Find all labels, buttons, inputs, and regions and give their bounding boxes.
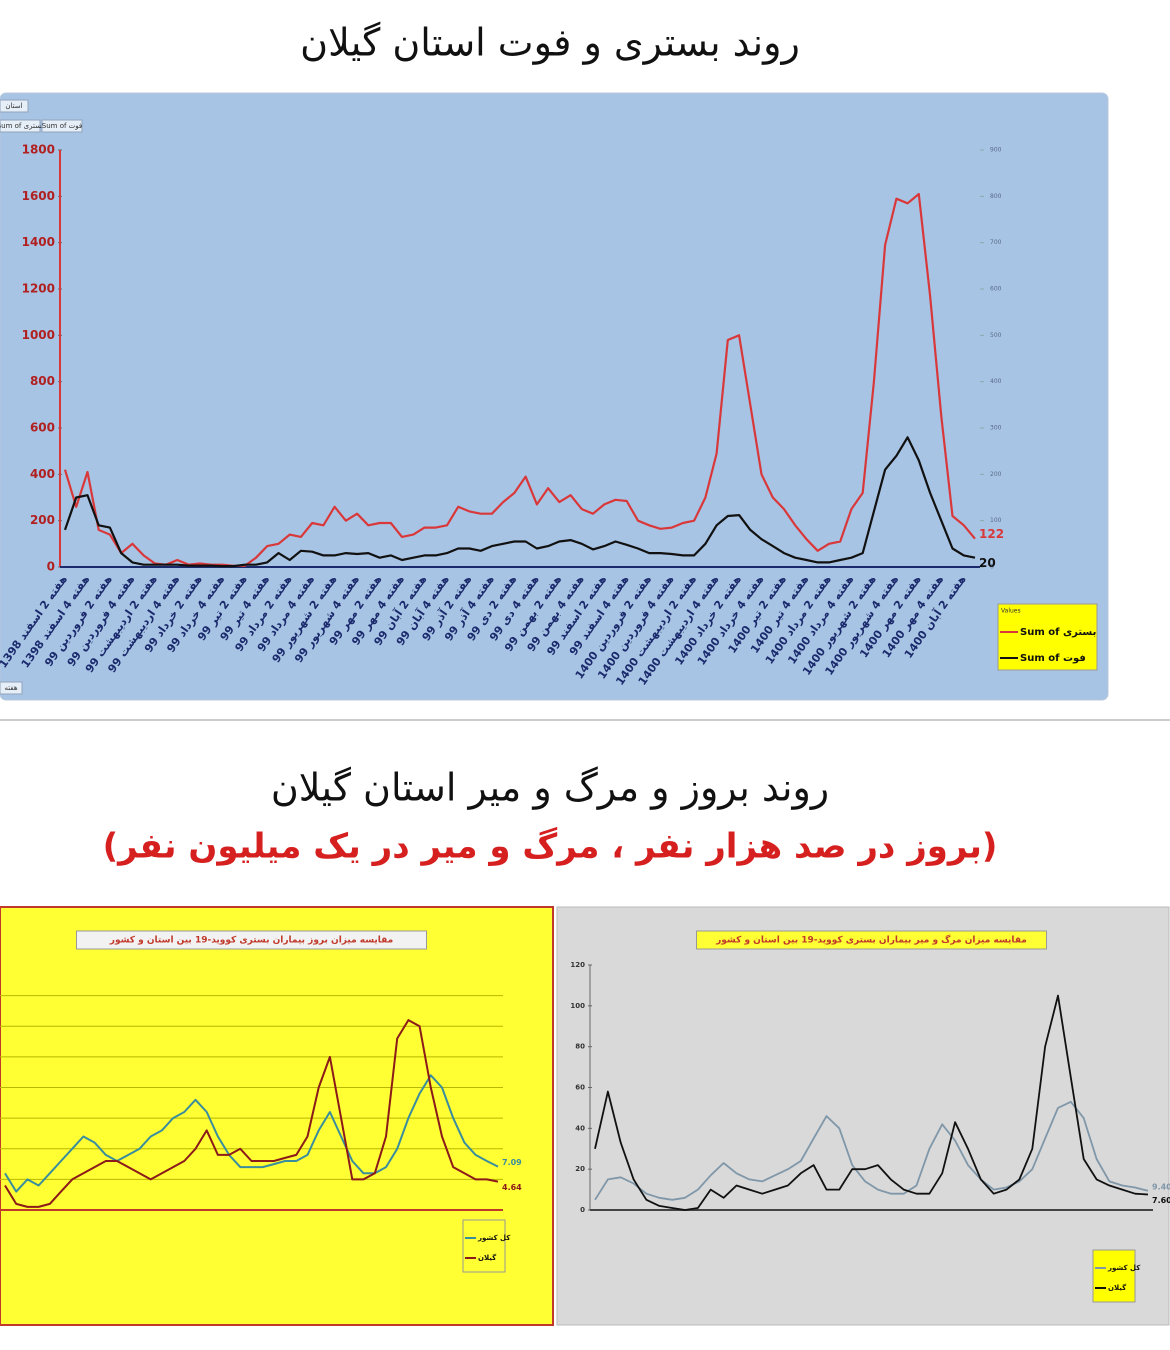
y-tick-label: 40 [575, 1124, 585, 1132]
pivot-filter: استان [5, 102, 22, 110]
data-label: 7.60 [1152, 1196, 1170, 1205]
y-tick-label: 100 [570, 1002, 585, 1010]
pivot-axis: هفته [4, 684, 17, 692]
y2-tick-label: 100 [990, 517, 1002, 524]
y-tick-label: 200 [30, 513, 55, 527]
legend-label: Sum of فوت [1020, 653, 1086, 664]
series-line [4, 1074, 499, 1193]
y2-tick-label: 200 [990, 471, 1002, 478]
y-tick-label: 800 [30, 374, 55, 388]
y2-tick-label: 500 [990, 332, 1002, 339]
y-tick-label: 1200 [22, 282, 55, 296]
data-label: 4.64 [502, 1183, 522, 1192]
y-tick-label: 20 [575, 1165, 585, 1173]
pivot-button[interactable] [0, 681, 23, 695]
series-line [594, 1100, 1149, 1201]
series-line [4, 1019, 499, 1208]
y-tick-label: 1000 [22, 328, 55, 342]
y-tick-label: 0 [47, 560, 55, 574]
legend-title: Values [1001, 608, 1021, 615]
chart-title: مقایسه میزان بروز بیماران بستری کووید-19… [109, 936, 393, 946]
legend-label: گیلان [1108, 1283, 1127, 1292]
page-title: روند بروز و مرگ و میر استان گیلان [271, 766, 829, 811]
pivot-field: Sum of فوت [42, 122, 82, 130]
legend-label: کل کشور [477, 1234, 511, 1242]
chart-title: مقایسه میزان مرگ و میر بیماران بستری کوو… [715, 934, 1027, 946]
pivot-button[interactable] [0, 119, 41, 133]
y2-tick-label: 700 [990, 239, 1002, 246]
legend-label: گیلان [478, 1253, 497, 1262]
data-label: 9.40 [1152, 1182, 1170, 1191]
y-tick-label: 60 [575, 1084, 585, 1092]
y-tick-label: 1800 [22, 143, 55, 157]
pivot-button[interactable] [0, 99, 29, 113]
pivot-button[interactable] [41, 119, 83, 133]
y-tick-label: 400 [30, 467, 55, 481]
pivot-field: Sum of بستری [0, 122, 43, 130]
data-label: 7.09 [502, 1158, 522, 1167]
chart-panel [0, 92, 1109, 701]
y2-tick-label: 400 [990, 378, 1002, 385]
data-label: 20 [979, 556, 996, 570]
y2-tick-label: 600 [990, 286, 1002, 293]
y-tick-label: 1400 [22, 235, 55, 249]
y2-tick-label: 900 [990, 147, 1002, 154]
y2-tick-label: 800 [990, 193, 1002, 200]
chart-title-box [76, 930, 427, 950]
y-tick-label: 0 [580, 1206, 585, 1214]
legend-label: کل کشور [1107, 1264, 1141, 1272]
data-label: 122 [979, 527, 1004, 541]
y2-tick-label: 300 [990, 425, 1002, 432]
y-tick-label: 120 [570, 961, 585, 969]
y2-tick-label: 0 [990, 564, 994, 571]
legend-label: Sum of بستری [1020, 627, 1096, 638]
legend-box [462, 1219, 506, 1273]
chart-title-box [696, 930, 1047, 950]
chart-panel [0, 906, 554, 1326]
chart-panel [556, 906, 1170, 1326]
legend-box [1092, 1249, 1136, 1303]
series-line [63, 436, 976, 568]
y-tick-label: 1600 [22, 189, 55, 203]
y-tick-label: 600 [30, 421, 55, 435]
page-title: روند بستری و فوت استان گیلان [300, 21, 800, 66]
page-subtitle: (بروز در صد هزار نفر ، مرگ و میر در یک م… [103, 826, 998, 867]
series-line [63, 192, 976, 567]
y-tick-label: 80 [575, 1043, 585, 1051]
series-line [594, 994, 1149, 1211]
